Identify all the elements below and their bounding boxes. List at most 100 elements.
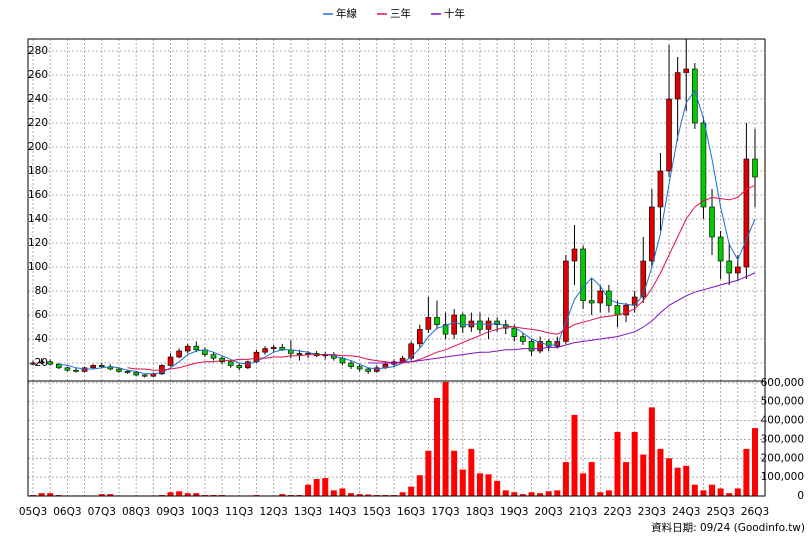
y2-tick-label: 200,000 — [761, 452, 804, 464]
x-tick-label: 24Q3 — [672, 506, 700, 518]
candle-body — [348, 362, 354, 367]
candle-body — [606, 290, 612, 306]
y2-tick-label: 500,000 — [761, 396, 804, 408]
candle-body — [743, 158, 750, 268]
volume-bar — [365, 494, 372, 496]
volume-bar — [648, 407, 655, 496]
volume-bar — [734, 488, 741, 496]
candle-body — [98, 365, 105, 367]
candle-body — [64, 367, 71, 371]
volume-bar — [476, 473, 483, 496]
x-tick-label: 18Q3 — [466, 506, 494, 518]
candle-body — [614, 305, 621, 316]
y2-tick-label: 0 — [797, 490, 804, 502]
volume-bar — [709, 484, 716, 496]
x-tick-label: 16Q3 — [397, 506, 425, 518]
x-tick-label: 07Q3 — [88, 506, 116, 518]
volume-bar — [330, 490, 337, 496]
legend-label: 年線 — [336, 7, 357, 20]
volume-bar — [631, 431, 638, 496]
y-tick-label: 80 — [35, 285, 48, 297]
x-tick-label: 25Q3 — [706, 506, 734, 518]
y-tick-label: 100 — [28, 261, 48, 273]
x-tick-label: 06Q3 — [53, 506, 81, 518]
y2-tick-label: 400,000 — [761, 415, 804, 427]
candle-body — [571, 248, 578, 262]
volume-bar — [408, 486, 415, 496]
candle-body — [459, 314, 466, 328]
volume-bar — [571, 414, 578, 496]
y2-tick-label: 600,000 — [761, 377, 804, 389]
volume-bar — [98, 494, 105, 496]
candle-body — [270, 347, 277, 349]
x-tick-label: 17Q3 — [431, 506, 459, 518]
volume-bar — [537, 493, 544, 496]
volume-bar — [511, 492, 518, 496]
candle-body — [184, 345, 191, 352]
candle-body — [666, 98, 672, 172]
candle-body — [30, 362, 36, 365]
volume-bar — [348, 493, 355, 496]
legend-label: 十年 — [444, 7, 465, 20]
y-tick-label: 40 — [35, 333, 48, 345]
y-tick-label: 220 — [28, 117, 48, 129]
candle-body — [700, 122, 707, 208]
volume-bar — [176, 491, 183, 496]
candle-body — [631, 296, 638, 306]
candle-body — [434, 317, 440, 325]
candle-body — [219, 357, 225, 363]
volume-bar — [752, 428, 758, 496]
candle-body — [236, 365, 243, 369]
volume-bar — [416, 475, 423, 496]
volume-bar — [38, 493, 45, 496]
candle-body — [528, 341, 535, 352]
candle-body — [116, 368, 122, 372]
candle-body — [563, 260, 569, 342]
candle-body — [176, 350, 182, 358]
volume-bar — [519, 494, 526, 496]
candle-body — [640, 260, 647, 298]
volume-bar — [451, 450, 458, 496]
volume-bar — [442, 381, 449, 496]
volume-bar — [322, 478, 329, 496]
candle-body — [657, 170, 664, 208]
candle-body — [726, 260, 733, 274]
y-tick-label: 240 — [28, 93, 48, 105]
candle-body — [735, 266, 741, 274]
candle-body — [537, 341, 543, 352]
y2-tick-label: 300,000 — [761, 433, 804, 445]
candle-body — [442, 324, 449, 335]
candle-body — [262, 348, 268, 353]
volume-bar — [468, 448, 475, 496]
volume-bar — [305, 484, 312, 496]
candle-body — [47, 361, 53, 365]
candle-body — [494, 320, 500, 325]
volume-bar — [588, 462, 595, 496]
footer-note: 資料日期: 09/24 (Goodinfo.tw) — [651, 521, 805, 534]
ma-line — [368, 272, 756, 364]
candle-body — [683, 68, 690, 73]
x-tick-label: 22Q3 — [603, 506, 631, 518]
candle-body — [81, 367, 88, 372]
volume-bar — [700, 490, 707, 496]
candle-body — [124, 371, 131, 373]
volume-bar — [107, 494, 114, 496]
candle-body — [245, 361, 251, 369]
x-tick-label: 08Q3 — [122, 506, 150, 518]
volume-frame — [27, 380, 766, 497]
volume-bar — [562, 462, 569, 496]
x-tick-label: 14Q3 — [328, 506, 356, 518]
volume-bar — [640, 454, 647, 496]
volume-bar — [666, 458, 673, 496]
candle-body — [356, 366, 363, 370]
x-tick-label: 19Q3 — [500, 506, 528, 518]
volume-bar — [683, 465, 690, 496]
y-tick-label: 280 — [28, 45, 48, 57]
volume-bar — [279, 494, 286, 496]
volume-bar — [623, 462, 630, 496]
candle-body — [752, 158, 758, 178]
ma-line — [127, 184, 756, 371]
y-tick-label: 20 — [35, 357, 48, 369]
volume-bar — [545, 491, 552, 496]
volume-bar — [339, 488, 346, 496]
